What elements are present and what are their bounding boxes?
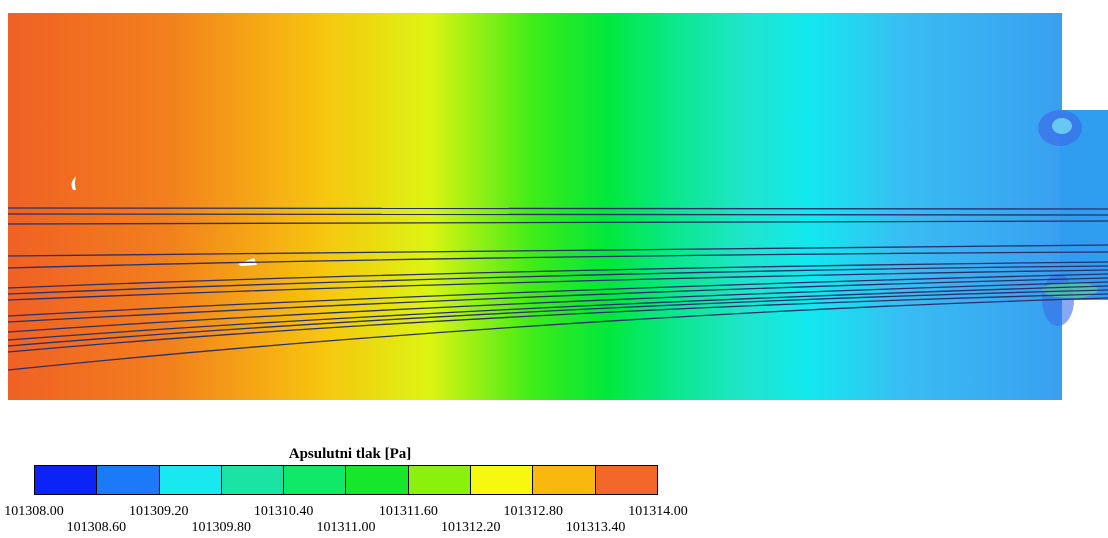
color-scale-tick-label: 101309.20	[129, 504, 189, 519]
streamline	[7, 297, 1108, 371]
streamline	[7, 265, 1108, 295]
streamline	[7, 251, 1108, 269]
color-scale-segment	[35, 466, 98, 494]
streamline	[7, 273, 1108, 317]
color-scale-tick-label: 101308.00	[4, 504, 64, 519]
color-scale-segment	[533, 466, 596, 494]
color-scale-segment	[221, 466, 285, 494]
streamline	[7, 213, 1108, 216]
color-scale-segment	[408, 466, 472, 494]
color-scale-tick-label: 101311.00	[316, 520, 376, 535]
color-scale-segment	[595, 466, 657, 494]
color-scale-tick-label: 101314.00	[628, 504, 688, 519]
color-scale-tick-label: 101313.40	[565, 520, 626, 535]
white-artifact-left	[71, 176, 76, 190]
pressure-field-plot	[7, 13, 1108, 400]
streamline	[7, 269, 1108, 301]
streamline	[7, 285, 1108, 341]
color-scale-tick-label: 101309.80	[191, 520, 251, 535]
color-scale-tick-label: 101308.60	[66, 520, 127, 535]
channel-domain	[8, 13, 1062, 400]
streamline	[7, 261, 1108, 289]
color-scale-bar	[34, 465, 658, 495]
streamline	[7, 281, 1108, 333]
color-scale-segment	[471, 466, 534, 494]
legend-title: Apsulutni tlak [Pa]	[288, 446, 412, 462]
streamline	[7, 289, 1108, 347]
color-scale-segment	[97, 466, 160, 494]
color-scale-tick-label: 101312.20	[441, 520, 501, 535]
color-scale-tick-label: 101310.40	[253, 504, 314, 519]
color-scale-segment	[284, 466, 347, 494]
streamline	[7, 207, 1108, 210]
color-scale-segment	[159, 466, 222, 494]
streamline	[7, 293, 1108, 353]
color-scale-tick-label: 101312.80	[503, 504, 563, 519]
color-scale-segment	[346, 466, 409, 494]
streamline	[7, 277, 1108, 323]
color-scale-tick-label: 101311.60	[378, 504, 438, 519]
streamline	[7, 220, 1108, 225]
outlet-vortex-top-inner	[1052, 118, 1072, 134]
